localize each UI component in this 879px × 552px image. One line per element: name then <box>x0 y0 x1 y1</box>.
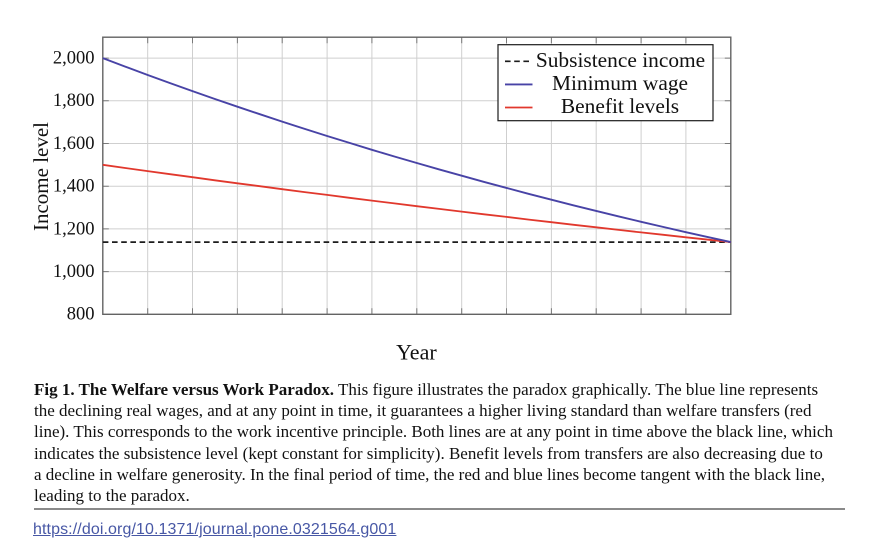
svg-text:Benefit levels: Benefit levels <box>561 94 679 118</box>
svg-text:1,800: 1,800 <box>53 91 95 111</box>
svg-text:2,000: 2,000 <box>53 49 95 69</box>
svg-text:1,200: 1,200 <box>53 219 95 239</box>
svg-text:Subsistence income: Subsistence income <box>536 48 705 72</box>
svg-text:800: 800 <box>67 305 95 325</box>
svg-text:1,400: 1,400 <box>53 177 95 197</box>
svg-text:Minimum wage: Minimum wage <box>552 71 688 95</box>
svg-text:1,600: 1,600 <box>53 134 95 154</box>
svg-text:Year: Year <box>396 340 437 365</box>
svg-text:Income level: Income level <box>29 122 53 231</box>
svg-text:1,000: 1,000 <box>53 262 95 282</box>
